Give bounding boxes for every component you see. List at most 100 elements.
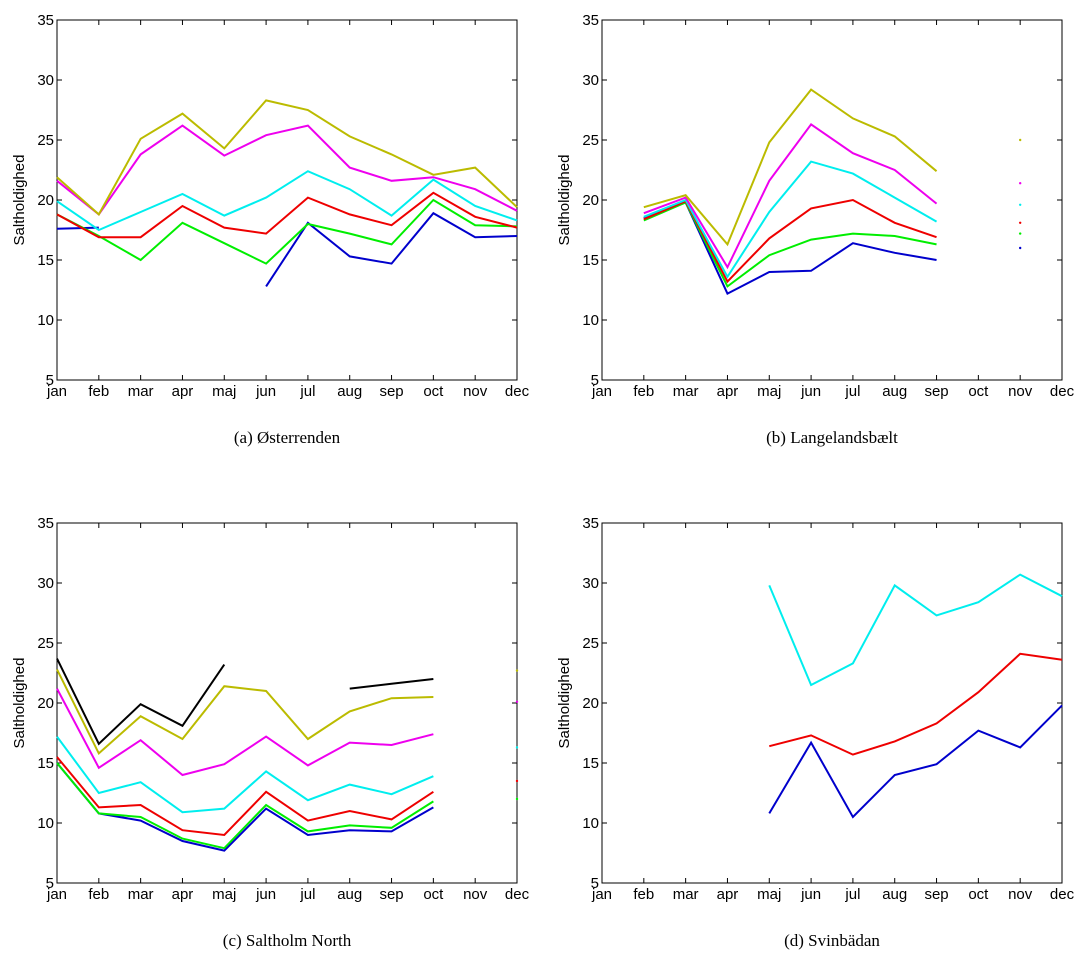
x-tick-label: dec [1050,886,1075,903]
series-segment [56,688,434,777]
series-point [515,797,519,801]
y-tick-label: 20 [582,192,599,209]
series-line-6 [643,88,1022,247]
series-segment [56,668,434,756]
x-tick-label: nov [463,886,488,903]
x-tick-label: nov [1008,886,1033,903]
x-tick-label: sep [379,886,403,903]
x-tick-label: jan [46,383,67,400]
y-tick-label: 25 [582,132,599,149]
series-line-5 [56,688,519,777]
y-tick-label: 10 [37,815,54,832]
plot-frame [601,522,1063,884]
x-tick-label: oct [968,383,989,400]
series-point [1018,138,1022,142]
x-tick-label: oct [423,886,444,903]
y-tick-label: 15 [582,755,599,772]
series-line-2 [56,198,518,265]
x-tick-label: jul [844,383,860,400]
series-segment [56,762,434,850]
x-tick-label: jul [299,886,315,903]
x-tick-label: sep [379,383,403,400]
panel-caption: (c) Saltholm North [223,931,352,950]
panel-caption: (d) Svinbädan [784,931,880,950]
x-tick-label: jun [800,886,821,903]
plot-frame [56,19,518,381]
series-line-3 [56,191,518,239]
x-tick-label: jul [844,886,860,903]
y-tick-label: 10 [582,815,599,832]
x-tick-label: feb [88,383,109,400]
x-tick-label: maj [757,383,781,400]
series-line-2 [643,201,1022,288]
x-tick-label: sep [924,383,948,400]
x-tick-label: aug [337,383,362,400]
y-tick-label: 15 [37,755,54,772]
y-tick-label: 35 [37,515,54,532]
x-tick-label: feb [88,886,109,903]
x-tick-label: mar [673,383,699,400]
series-line-1 [643,201,1022,295]
series-segment [56,124,518,216]
series-segment [56,99,518,216]
series-segment [643,201,937,288]
series-line-4 [643,160,1022,279]
y-tick-label: 5 [46,875,54,892]
x-tick-label: apr [172,886,194,903]
series-segment [56,198,518,265]
series-line-6 [56,668,519,756]
y-tick-label: 30 [582,575,599,592]
series-line-7 [56,658,434,746]
y-tick-label: 10 [582,312,599,329]
x-tick-label: nov [1008,383,1033,400]
y-tick-label: 15 [37,252,54,269]
x-tick-label: jul [299,383,315,400]
y-tick-label: 35 [37,12,54,29]
series-line-3 [56,756,519,837]
panel-caption: (b) Langelandsbælt [766,428,898,447]
series-segment [56,226,99,230]
x-tick-label: mar [128,383,154,400]
y-tick-label: 25 [37,635,54,652]
y-tick-label: 20 [37,192,54,209]
series-segment [56,170,518,232]
series-line-4 [56,170,518,232]
y-axis-label: Saltholdighed [11,658,28,749]
series-segment [768,704,1063,819]
x-tick-label: jan [591,383,612,400]
x-tick-label: mar [128,886,154,903]
series-segment [769,652,1063,756]
series-segment [56,756,434,837]
x-tick-label: dec [1050,383,1075,400]
series-line-2 [769,652,1063,756]
y-tick-label: 15 [582,252,599,269]
x-tick-label: maj [757,886,781,903]
x-tick-label: jan [46,886,67,903]
x-tick-label: aug [882,886,907,903]
y-tick-label: 30 [582,72,599,89]
series-line-4 [56,736,519,814]
series-point [1018,246,1022,250]
series-segment [349,678,434,690]
x-tick-label: nov [463,383,488,400]
y-tick-label: 25 [582,635,599,652]
x-tick-label: apr [717,886,739,903]
series-segment [56,736,434,814]
x-tick-label: dec [505,886,530,903]
y-tick-label: 30 [37,575,54,592]
series-line-1 [56,211,518,287]
series-segment [265,211,518,287]
series-line-2 [56,762,519,850]
y-axis-label: Saltholdighed [11,155,28,246]
x-tick-label: oct [423,383,444,400]
y-tick-label: 30 [37,72,54,89]
series-point [515,746,519,749]
plot-frame [56,522,518,884]
x-tick-label: maj [212,383,236,400]
y-axis-label: Saltholdighed [556,658,573,749]
series-line-5 [56,124,518,216]
x-tick-label: oct [968,886,989,903]
x-tick-label: jun [800,383,821,400]
series-segment [56,762,434,852]
